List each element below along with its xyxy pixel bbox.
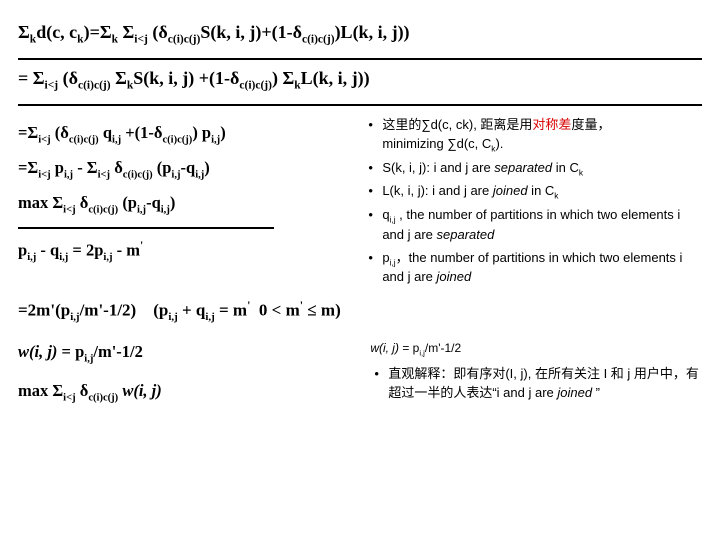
bottom-right: w(i, j) = pi,j/m'-1/2 直观解释：即有序对(I, j), 在… (370, 335, 702, 419)
note-item: qi,j , the number of partitions in which… (364, 206, 702, 244)
note-item: S(k, i, j): i and j are separated in Ck (364, 159, 702, 179)
bottom-left: w(i, j) = pi,j/m'-1/2 max Σi<j δc(i)c(j)… (18, 335, 346, 419)
equation-wide: =2m'(pi,j/m'-1/2) (pi,j + qi,j = m' 0 < … (18, 297, 702, 325)
notes-list: 这里的∑d(c, ck), 距离是用对称差度量，minimizing ∑d(c,… (364, 116, 702, 287)
equation-1: Σkd(c, ck)=Σk Σi<j (δc(i)c(j)S(k, i, j)+… (18, 20, 702, 48)
note-item: 直观解释：即有序对(I, j), 在所有关注 I 和 j 用户中，有超过一半的人… (370, 365, 702, 403)
equation-2: = Σi<j (δc(i)c(j) ΣkS(k, i, j) +(1-δc(i)… (18, 66, 702, 94)
left-eq-4: pi,j - qi,j = 2pi,j - m' (18, 239, 346, 265)
bottom-notes: 直观解释：即有序对(I, j), 在所有关注 I 和 j 用户中，有超过一半的人… (370, 365, 702, 403)
divider-2 (18, 104, 702, 106)
left-eq-1: =Σi<j (δc(i)c(j) qi,j +(1-δc(i)c(j)) pi,… (18, 122, 346, 147)
bottom-left-eq-2: max Σi<j δc(i)c(j) w(i, j) (18, 380, 346, 405)
two-column-region: =Σi<j (δc(i)c(j) qi,j +(1-δc(i)c(j)) pi,… (18, 112, 702, 291)
left-eq-3: max Σi<j δc(i)c(j) (pi,j-qi,j) (18, 192, 346, 217)
bottom-row: w(i, j) = pi,j/m'-1/2 max Σi<j δc(i)c(j)… (18, 335, 702, 419)
divider-1 (18, 58, 702, 60)
note-item: L(k, i, j): i and j are joined in Ck (364, 182, 702, 202)
note-item: pi,j，the number of partitions in which t… (364, 249, 702, 287)
left-eq-2: =Σi<j pi,j - Σi<j δc(i)c(j) (pi,j-qi,j) (18, 157, 346, 182)
slide-page: Σkd(c, ck)=Σk Σi<j (δc(i)c(j)S(k, i, j)+… (0, 0, 720, 433)
left-column: =Σi<j (δc(i)c(j) qi,j +(1-δc(i)c(j)) pi,… (18, 112, 346, 291)
note-item: 这里的∑d(c, ck), 距离是用对称差度量，minimizing ∑d(c,… (364, 116, 702, 154)
right-column: 这里的∑d(c, ck), 距离是用对称差度量，minimizing ∑d(c,… (364, 112, 702, 291)
divider-3 (18, 227, 274, 229)
bottom-left-eq-1: w(i, j) = pi,j/m'-1/2 (18, 341, 346, 366)
bottom-right-eq: w(i, j) = pi,j/m'-1/2 (370, 341, 702, 357)
